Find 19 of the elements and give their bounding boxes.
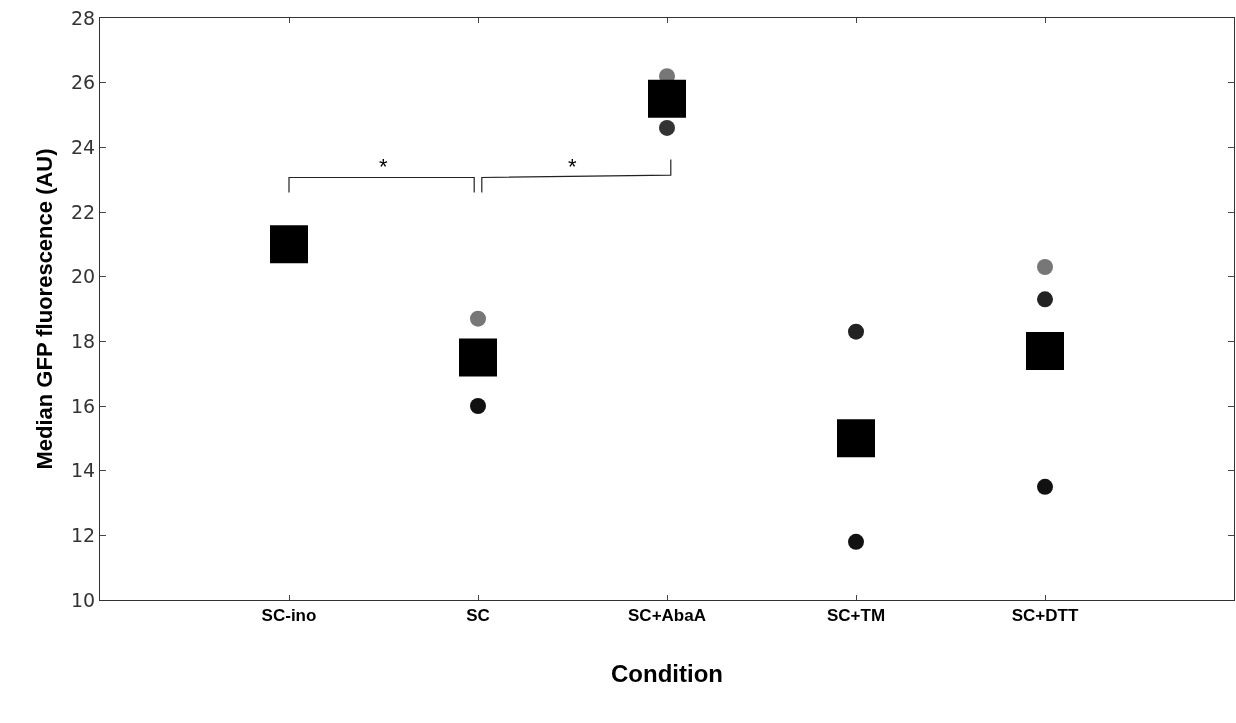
y-tick-label: 24 <box>71 135 96 158</box>
annotation: * <box>379 154 388 179</box>
y-tick-label: 28 <box>71 6 96 29</box>
y-tick-label: 16 <box>71 394 96 417</box>
y-tick-label: 22 <box>71 200 96 223</box>
y-tick-label: 14 <box>71 459 96 482</box>
x-tick-label: SC+TM <box>826 606 886 626</box>
y-tick-label: 18 <box>71 329 96 352</box>
x-tick-label: SC-ino <box>261 606 317 626</box>
y-tick-label: 20 <box>71 265 96 288</box>
annotation: * <box>568 154 577 179</box>
y-axis-title: Median GFP fluorescence (AU) <box>31 148 57 470</box>
x-axis-title: Condition <box>611 659 723 687</box>
x-tick-label: SC <box>466 606 490 626</box>
y-tick-label: 26 <box>71 71 96 94</box>
y-tick-label: 12 <box>71 523 96 546</box>
y-tick-label: 10 <box>71 588 96 611</box>
x-tick-label: SC+AbaA <box>628 606 706 626</box>
x-tick-label: SC+DTT <box>1011 606 1079 626</box>
